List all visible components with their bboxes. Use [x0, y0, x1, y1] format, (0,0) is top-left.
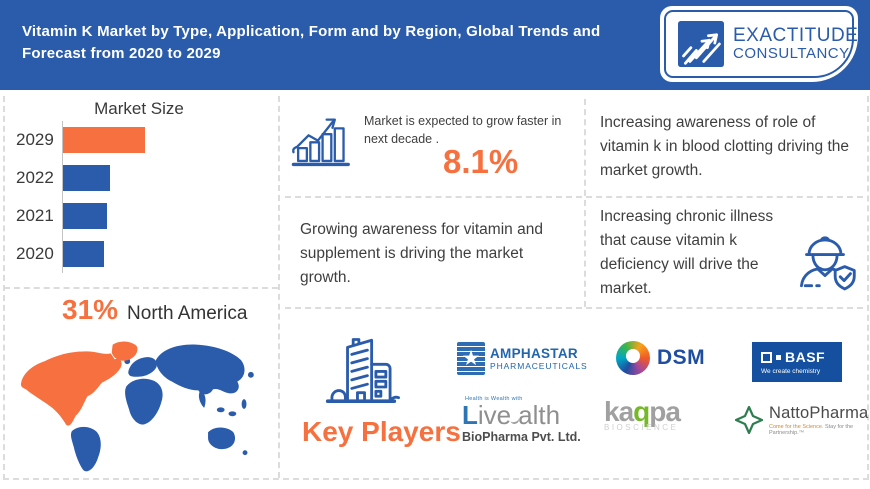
basf-square-outline-icon	[761, 351, 772, 363]
livealth-name: L ive alth	[462, 402, 581, 428]
bar-category-label: 2020	[16, 244, 54, 263]
basf-square-filled-icon	[776, 354, 781, 360]
world-map	[20, 341, 254, 472]
bar-2029	[63, 127, 145, 153]
dsm-swirl-icon	[616, 341, 650, 375]
divider-right-vertical	[584, 99, 586, 307]
growth-chart-icon	[291, 118, 350, 167]
header-band: Vitamin K Market by Type, Application, F…	[0, 0, 870, 90]
logo-basf: BASF We create chemistry	[752, 342, 842, 382]
map-north-america	[20, 341, 138, 426]
amphastar-text: AMPHASTAR PHARMACEUTICALS	[490, 346, 588, 371]
basf-tagline: We create chemistry	[761, 368, 821, 375]
bar-category-label: 2021	[16, 206, 54, 225]
logo-amphastar: ★ AMPHASTAR PHARMACEUTICALS	[457, 342, 588, 375]
star-glyph: ★	[461, 347, 481, 370]
kappa-sub: BIOSCIENCE	[604, 423, 679, 432]
bar-row: 2021	[16, 197, 276, 235]
livealth-name-alth: alth	[518, 400, 561, 430]
livealth-name-l: L	[462, 400, 478, 430]
logo-livealth: Health is Wealth with L ive alth BioPhar…	[462, 396, 581, 444]
bar-row: 2029	[16, 121, 276, 159]
bar-row: 2022	[16, 159, 276, 197]
logo-name-line1: EXACTITUDE	[733, 24, 859, 46]
amphastar-name: AMPHASTAR	[490, 346, 578, 361]
kappa-name-q: q	[633, 396, 650, 427]
amphastar-star-icon: ★	[457, 342, 485, 375]
divider-right-horizontal-2	[285, 307, 863, 309]
kappa-name: kaqpa	[604, 396, 681, 427]
kappa-name-ka: ka	[604, 396, 634, 427]
bar-2022	[63, 165, 111, 191]
company-logo-text: EXACTITUDE CONSULTANCY	[733, 25, 858, 63]
divider-left-horizontal	[4, 287, 278, 289]
basf-box: BASF We create chemistry	[752, 342, 842, 382]
bar-category-label: 2029	[16, 130, 54, 149]
bar-2021	[63, 203, 108, 229]
livealth-name-ive: ive	[477, 400, 512, 430]
map-world-regions	[70, 344, 254, 472]
bar-2020	[63, 241, 105, 267]
logo-name-line2: CONSULTANCY	[733, 45, 850, 63]
bar-track	[62, 197, 276, 235]
insight-supplement: Growing awareness for vitamin and supple…	[300, 221, 543, 287]
insight-chronic-illness: Increasing chronic illness that cause vi…	[600, 208, 774, 298]
arrows-logo-icon	[678, 21, 724, 67]
divider-left-column	[278, 96, 280, 478]
divider-right-horizontal-1	[285, 196, 863, 198]
region-percent: 31%	[62, 294, 119, 325]
basf-name: BASF	[785, 349, 826, 365]
region-label: North America	[127, 303, 248, 324]
logo-kappa: kaqpa BIOSCIENCE	[604, 396, 681, 433]
nattopharma-name: NattoPharma	[769, 404, 869, 422]
nattopharma-tagline-1: Come for the Science.	[769, 424, 824, 430]
basf-row: BASF	[761, 349, 833, 365]
bar-category-label: 2022	[16, 168, 54, 187]
region-share: 31% North America	[62, 294, 247, 326]
worker-icon	[800, 236, 856, 291]
building-icon	[325, 338, 400, 403]
livealth-sub: BioPharma Pvt. Ltd.	[462, 430, 581, 444]
amphastar-sub: PHARMACEUTICALS	[490, 361, 588, 371]
growth-note: Market is expected to grow faster in nex…	[364, 114, 562, 147]
bar-track	[62, 121, 276, 159]
nattopharma-tagline: Come for the Science. Stay for the Partn…	[769, 424, 870, 436]
bar-track	[62, 159, 276, 197]
logo-dsm: DSM	[616, 341, 705, 375]
insight-awareness: Increasing awareness of role of vitamin …	[600, 114, 849, 180]
nattopharma-tagline-2: Stay for the Partnership.™	[769, 424, 854, 436]
livealth-tagline: Health is Wealth with	[465, 396, 523, 402]
company-logo-frame: EXACTITUDE CONSULTANCY	[664, 10, 858, 78]
chart-title: Market Size	[94, 99, 184, 118]
bar-row: 2020	[16, 235, 276, 273]
dsm-name: DSM	[657, 346, 706, 369]
market-size-bars: 2029 2022 2021 2020	[16, 121, 276, 273]
nattopharma-text: NattoPharma Come for the Science. Stay f…	[769, 404, 870, 436]
nattopharma-star-icon	[735, 406, 763, 434]
company-logo: EXACTITUDE CONSULTANCY	[660, 6, 858, 82]
key-players-title: Key Players	[302, 416, 461, 447]
kappa-name-pa: pa	[649, 396, 681, 427]
page-title: Vitamin K Market by Type, Application, F…	[22, 23, 601, 62]
logo-nattopharma: NattoPharma Come for the Science. Stay f…	[735, 404, 870, 436]
growth-rate-value: 8.1%	[443, 143, 519, 180]
bar-track	[62, 235, 276, 273]
